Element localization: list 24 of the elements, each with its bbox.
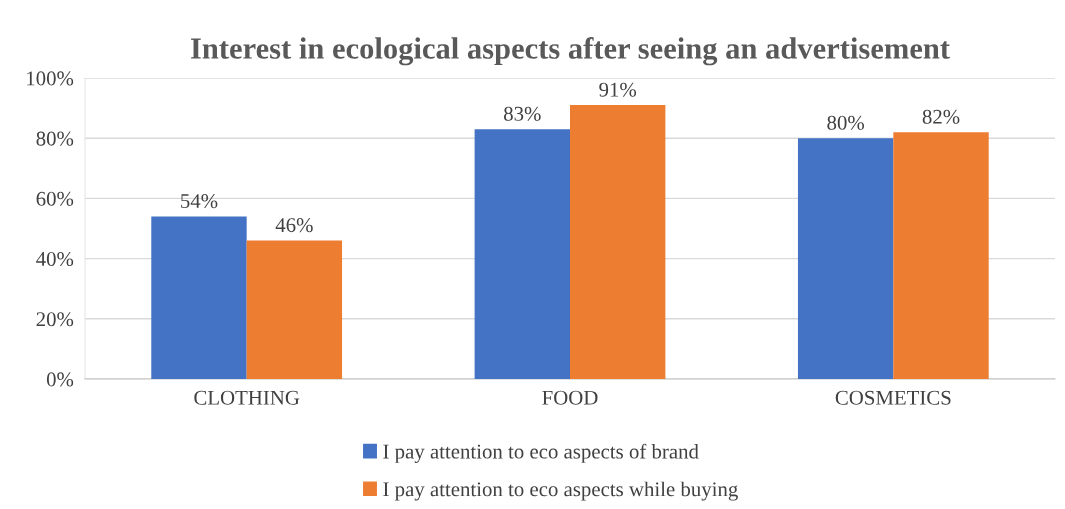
data-label: 82% [922,109,960,124]
bar [570,105,666,379]
y-tick-label: 40% [36,251,74,267]
bar [151,216,247,379]
legend-label: I pay attention to eco aspects of brand [383,443,699,463]
data-label: 46% [275,218,313,233]
data-label: 54% [181,194,218,209]
bar [246,240,343,379]
data-label: 83% [504,106,541,121]
y-tick-label: 80% [36,131,74,146]
x-tick-label: COSMETICS [835,390,951,405]
y-tick-label: 100% [27,71,74,86]
data-label: 91% [599,82,637,97]
bar [893,132,989,379]
bar [797,138,894,379]
x-tick-label: CLOTHING [194,390,300,405]
chart-title: Interest in ecological aspects after seeing an advertisement [190,37,950,66]
data-label: 80% [827,115,865,130]
x-tick-label: FOOD [542,390,598,405]
y-tick-label: 0% [46,372,74,387]
y-tick-label: 20% [36,312,74,327]
legend-label: I pay attention to eco aspects while buying [383,481,738,501]
bar [474,129,570,379]
y-tick-label: 60% [36,191,74,206]
